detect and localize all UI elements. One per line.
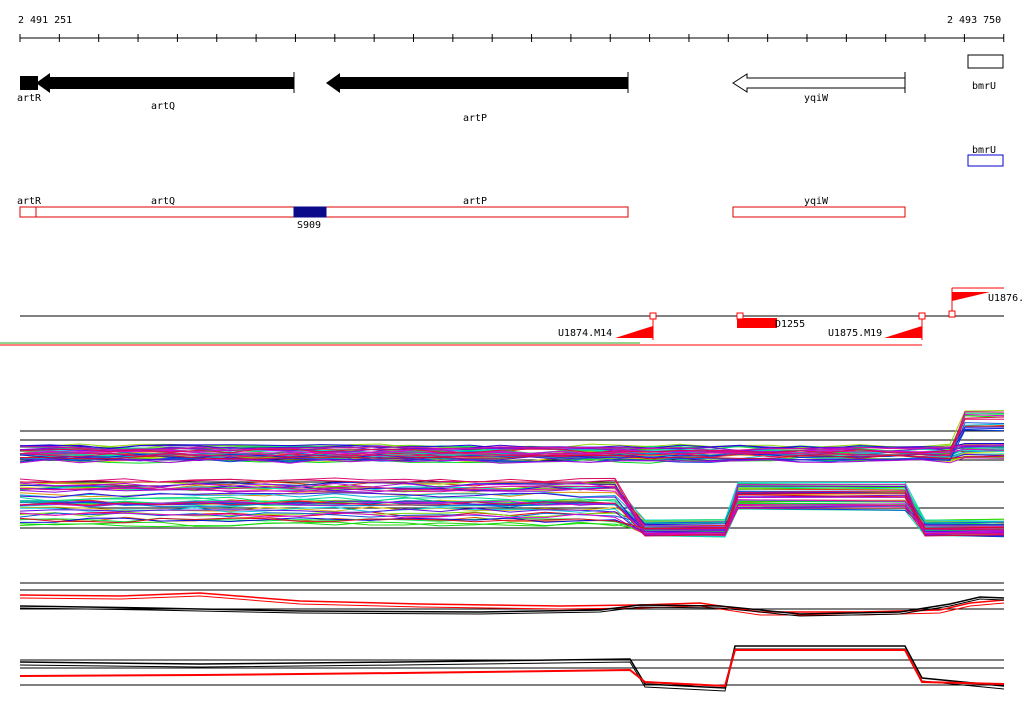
gene-label-yqiW: yqiW: [804, 93, 829, 104]
gene-arrow-artP[interactable]: [326, 72, 629, 93]
feature-d1255-label: D1255: [775, 319, 805, 330]
expression-panel-1: [19, 410, 1005, 464]
feature-u1876-label: U1876.: [988, 293, 1024, 304]
feature-u1874[interactable]: [615, 312, 657, 340]
expression-trace: [19, 598, 1005, 617]
expression-trace: [19, 595, 1005, 616]
expression-panel-4: [19, 645, 1005, 692]
marker-s909[interactable]: [293, 206, 327, 218]
annotation-label-artR: artR: [17, 196, 42, 207]
expression-trace: [19, 454, 1005, 460]
expression-panel-3: [19, 582, 1005, 617]
annotation-box-artR[interactable]: [19, 206, 37, 218]
gene-arrow-yqiW[interactable]: [732, 72, 906, 93]
expression-trace: [19, 448, 1005, 456]
annotation-track: artR artQ artP yqiW S909: [17, 196, 906, 231]
expression-trace: [20, 422, 1005, 462]
expression-trace: [19, 457, 1005, 464]
expression-trace: [19, 444, 1005, 453]
expression-trace: [19, 418, 1004, 458]
gene-arrow-artR[interactable]: [20, 76, 38, 90]
gene-arrow-artQ[interactable]: [36, 72, 295, 93]
feature-u1876[interactable]: [948, 287, 1004, 318]
annotation-label-artQ: artQ: [151, 196, 175, 207]
annotation-box-artQP[interactable]: [35, 206, 629, 218]
coord-start-label: 2 491 251: [18, 15, 72, 26]
gene-label-artP: artP: [463, 113, 487, 124]
annotation-label-yqiW: yqiW: [804, 196, 829, 207]
expression-trace: [19, 496, 1005, 538]
feature-d1255[interactable]: [736, 312, 777, 328]
bmrU-blue-label: bmrU: [972, 145, 996, 156]
marker-s909-label: S909: [297, 220, 321, 231]
expression-trace: [19, 494, 1005, 529]
annotation-box-yqiW[interactable]: [732, 206, 906, 218]
bmrU-annotation[interactable]: bmrU: [967, 145, 1004, 167]
gene-track: artR artQ artP yqiW bmrU: [17, 54, 1004, 124]
feature-u1874-label: U1874.M14: [558, 328, 612, 339]
expression-trace: [19, 444, 1005, 451]
annotation-label-artP: artP: [463, 196, 487, 207]
expression-trace: [19, 596, 1005, 615]
expression-trace: [19, 453, 1005, 462]
gene-box-bmrU[interactable]: [967, 54, 1004, 69]
coordinate-ruler: [19, 34, 1005, 42]
expression-trace: [19, 416, 1005, 454]
expression-trace: [19, 490, 1005, 524]
expression-trace: [19, 492, 1005, 537]
expression-trace: [19, 485, 1005, 530]
expression-trace: [19, 645, 1005, 689]
feature-u1875-label: U1875.M19: [828, 328, 882, 339]
coord-end-label: 2 493 750: [947, 15, 1001, 26]
expression-trace: [19, 410, 1005, 449]
gene-label-artQ: artQ: [151, 101, 175, 112]
gene-label-bmrU: bmrU: [972, 81, 996, 92]
expression-trace: [19, 649, 1005, 688]
expression-panel-2: [19, 477, 1005, 538]
gene-label-artR: artR: [17, 93, 42, 104]
feature-u1875[interactable]: [884, 312, 926, 340]
feature-track: U1874.M14 D1255 U1875.M19 U1876.: [0, 287, 1024, 346]
